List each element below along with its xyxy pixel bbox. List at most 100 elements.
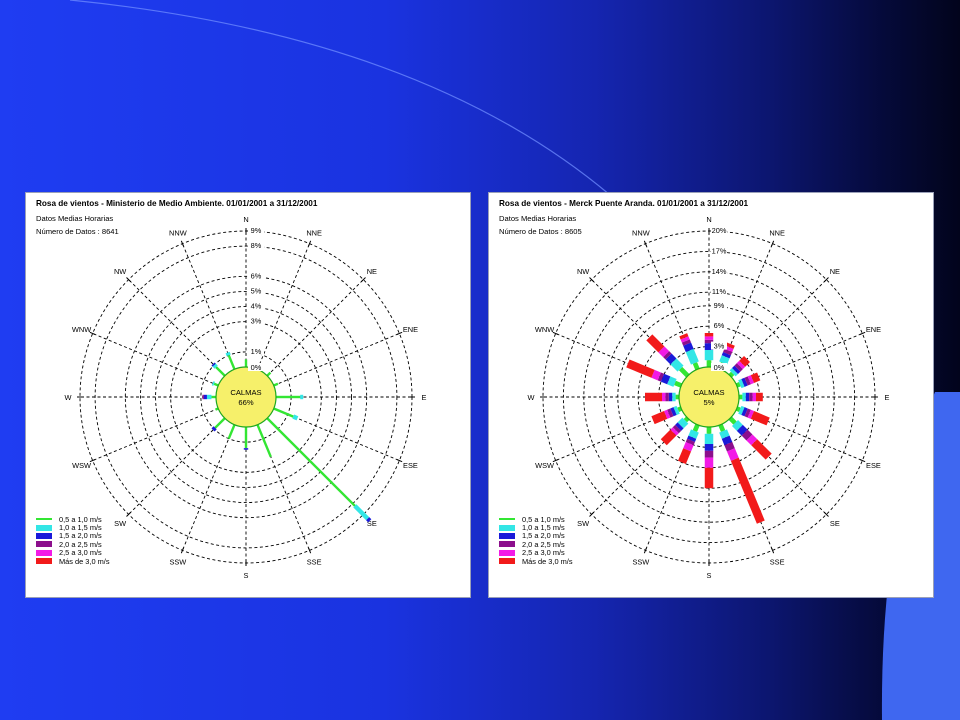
direction-label: ESE [866, 461, 881, 470]
legend-label: Más de 3,0 m/s [522, 556, 573, 566]
sector-bar [300, 394, 304, 400]
direction-label: N [706, 215, 711, 224]
legend-label: 2,5 a 3,0 m/s [522, 548, 565, 558]
calm-label: CALMAS [230, 388, 261, 397]
sector-bar [742, 392, 746, 402]
direction-tick [643, 547, 648, 554]
ring-label-bg [248, 241, 264, 250]
sector-bar [660, 429, 677, 446]
sector-bar [683, 416, 690, 423]
direction-label: W [65, 393, 72, 402]
sector-bar [670, 358, 684, 372]
sector-bar [744, 376, 751, 386]
direction-tick [552, 458, 559, 463]
sector-bar [704, 457, 714, 468]
sector-bar [683, 342, 694, 353]
sector-bar [667, 376, 677, 387]
direction-tick [396, 331, 403, 336]
ring-label-bg [248, 271, 264, 280]
sector-bar [244, 359, 248, 367]
sector-bar [670, 407, 677, 417]
sector-bar [212, 363, 218, 369]
sector-bar [685, 348, 699, 365]
sector-bar [738, 405, 745, 416]
sector-bar [728, 371, 735, 378]
sector-bar [665, 392, 669, 402]
direction-label: S [244, 571, 249, 580]
sector-bar [667, 408, 674, 418]
direction-tick [859, 331, 866, 336]
sector-bar [677, 417, 689, 429]
direction-line [182, 424, 235, 551]
sector-bar [744, 408, 751, 418]
calm-label: CALMAS [693, 388, 724, 397]
sector-bar [750, 372, 761, 383]
legend-swatch [499, 524, 515, 531]
legend-item: Más de 3,0 m/s [36, 557, 110, 566]
grid-ring [603, 291, 815, 503]
chart-subtitle: Datos Medias Horarias [499, 214, 577, 223]
legend-swatch [499, 558, 515, 565]
direction-tick [180, 547, 185, 554]
wind-rose-chart: N NNE NE ENE E ESE SE SSE S SSW SW WSW W WNW NW NNW CALM… [528, 215, 890, 580]
direction-label: NW [114, 267, 126, 276]
direction-label: E [422, 393, 427, 402]
sector-bar [749, 392, 753, 402]
calm-circle [678, 366, 740, 428]
ring-label: 11% [712, 287, 727, 296]
direction-label: NNW [632, 229, 650, 238]
sector-bar [747, 409, 755, 419]
direction-label: E [885, 393, 890, 402]
legend-label: 2,5 a 3,0 m/s [59, 548, 102, 558]
sector-bar [736, 424, 748, 436]
sector-bar [692, 423, 700, 432]
ring-label-bg [711, 321, 727, 330]
sector-bar [704, 450, 714, 458]
direction-label: WNW [72, 325, 91, 334]
legend-swatch [499, 549, 515, 556]
sector-bar [657, 372, 665, 382]
ring-label: 1% [251, 347, 262, 356]
direction-line [92, 408, 219, 461]
data-count: Número de Datos : 8641 [36, 227, 119, 236]
direction-tick [770, 240, 775, 247]
direction-tick [89, 458, 96, 463]
ring-label: 8% [251, 241, 262, 250]
legend-swatch [499, 518, 515, 521]
sector-bar [751, 439, 772, 460]
sector-bar [243, 448, 249, 450]
legend-item: 2,0 a 2,5 m/s [499, 540, 573, 549]
wind-rose-panel-merck: Rosa de vientos - Merck Puente Aranda. 0… [488, 192, 934, 598]
direction-tick [180, 240, 185, 247]
direction-label: SSE [307, 557, 322, 566]
direction-label: WNW [535, 325, 554, 334]
grid-ring [139, 290, 353, 504]
direction-label: ENE [403, 325, 418, 334]
chart-title: Rosa de vientos - Ministerio de Medio Am… [36, 199, 318, 208]
direction-tick [360, 277, 366, 283]
ring-label-bg [711, 300, 727, 309]
direction-label: SSW [632, 557, 649, 566]
calm-value: 66% [238, 398, 253, 407]
sector-bar [745, 392, 750, 402]
ring-label: 17% [712, 246, 727, 255]
direction-label: WSW [72, 461, 91, 470]
sector-bar [692, 362, 700, 371]
sector-bar [670, 427, 679, 436]
sector-bar [746, 434, 758, 446]
sector-bar [680, 336, 690, 343]
ring-label-bg [711, 246, 727, 255]
sector-bar [244, 427, 248, 449]
legend: 0,5 a 1,0 m/s 1,0 a 1,5 m/s 1,5 a 2,0 m/s 2… [36, 515, 110, 566]
sector-bar [706, 360, 712, 367]
direction-line [128, 417, 226, 515]
sector-bar [706, 427, 712, 434]
sector-bar [679, 333, 689, 340]
ring-label-bg [711, 363, 727, 371]
calm-value: 5% [704, 398, 715, 407]
sector-bar [266, 417, 356, 507]
sector-bar [721, 435, 733, 446]
sector-bar [739, 355, 751, 367]
data-count: Número de Datos : 8605 [499, 227, 582, 236]
direction-tick [552, 331, 559, 336]
